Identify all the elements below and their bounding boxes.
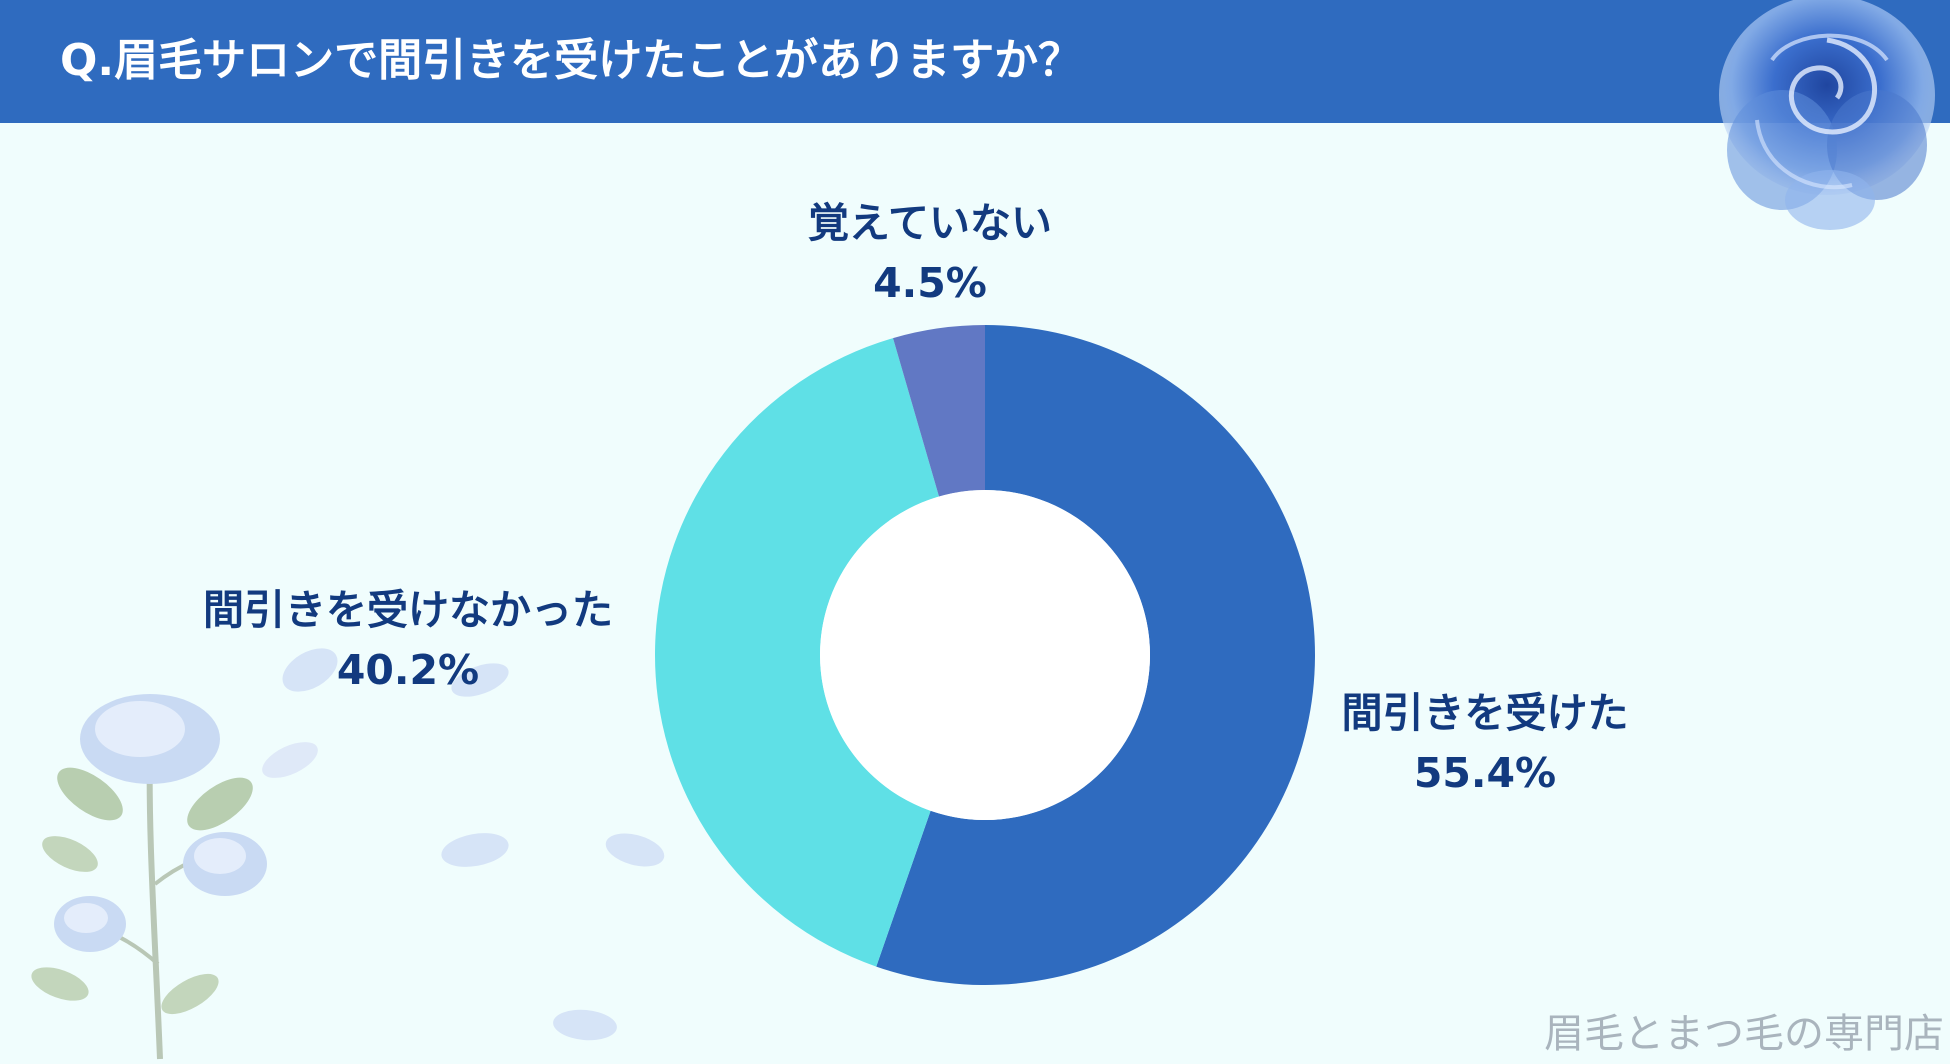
rose-branch-icon (31, 694, 267, 1060)
petal-icon (282, 648, 338, 692)
slice-label-text: 覚えていない (808, 199, 1052, 247)
slice-label-text: 間引きを受けなかった (203, 586, 613, 634)
slice-value-text: 4.5% (873, 259, 987, 307)
petal-icon (605, 833, 665, 867)
page-title: Q.眉毛サロンで間引きを受けたことがありますか？ (60, 35, 1083, 86)
petal-icon (451, 663, 509, 697)
slice-value-text: 40.2% (336, 646, 480, 694)
watermark-text: 眉毛とまつ毛の専門店 (1544, 1011, 1944, 1057)
slice-value-text: 55.4% (1413, 749, 1557, 797)
slice-label-dont-remember: 覚えていない 4.5% (770, 193, 1090, 313)
donut-hole (820, 490, 1150, 820)
slice-label-received: 間引きを受けた 55.4% (1325, 683, 1645, 803)
title-bar: Q.眉毛サロンで間引きを受けたことがありますか？ (0, 0, 1950, 123)
blue-rose-icon (1719, 0, 1935, 230)
petal-icon (262, 742, 318, 778)
donut-slice-2 (893, 325, 985, 497)
slice-label-not-received: 間引きを受けなかった 40.2% (168, 580, 648, 700)
donut-slice-0 (876, 325, 1315, 985)
petal-icon (441, 833, 509, 867)
slice-label-text: 間引きを受けた (1341, 689, 1629, 737)
donut-slice-1 (654, 338, 940, 967)
petal-icon (553, 1009, 617, 1041)
